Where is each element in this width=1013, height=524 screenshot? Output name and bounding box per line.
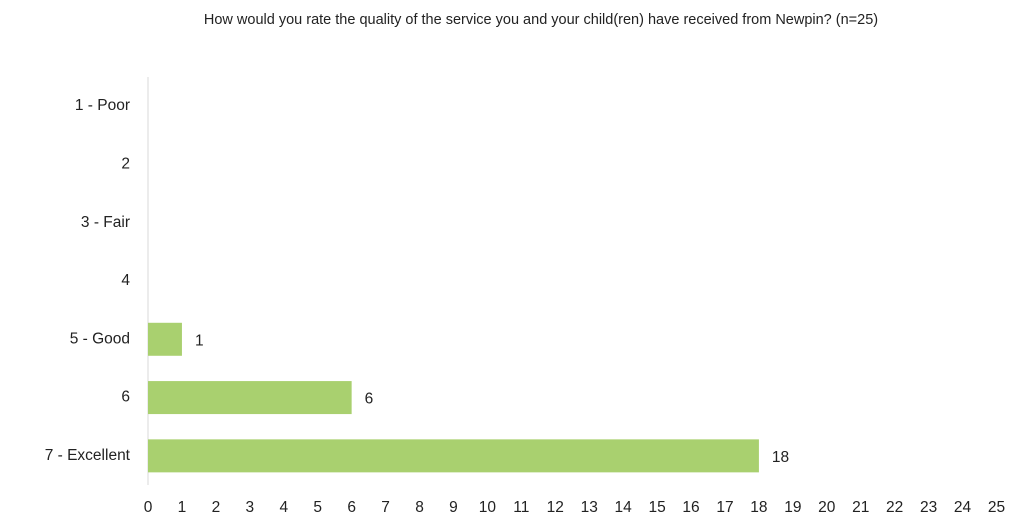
x-tick-label: 13 <box>581 499 598 516</box>
x-tick-label: 1 <box>178 499 187 516</box>
y-tick-label: 7 - Excellent <box>45 447 131 464</box>
x-tick-label: 14 <box>615 499 633 516</box>
data-label: 1 <box>195 332 204 349</box>
y-tick-label: 2 <box>121 156 130 173</box>
data-label: 6 <box>365 391 374 408</box>
bar <box>148 439 759 473</box>
x-tick-label: 5 <box>313 499 322 516</box>
x-tick-label: 12 <box>547 499 564 516</box>
y-tick-label: 5 - Good <box>70 330 130 347</box>
x-tick-label: 18 <box>750 499 767 516</box>
x-tick-label: 8 <box>415 499 424 516</box>
x-tick-label: 16 <box>682 499 699 516</box>
x-tick-label: 3 <box>246 499 255 516</box>
x-tick-label: 9 <box>449 499 458 516</box>
x-tick-label: 24 <box>954 499 972 516</box>
x-tick-label: 15 <box>648 499 665 516</box>
x-tick-label: 19 <box>784 499 801 516</box>
x-tick-label: 17 <box>716 499 733 516</box>
x-tick-label: 20 <box>818 499 836 516</box>
data-label: 18 <box>772 449 789 466</box>
bar <box>148 322 182 356</box>
x-tick-label: 11 <box>513 499 529 516</box>
y-tick-label: 3 - Fair <box>81 214 130 231</box>
x-tick-label: 7 <box>381 499 390 516</box>
bar <box>148 381 352 415</box>
x-tick-label: 6 <box>347 499 356 516</box>
x-tick-label: 2 <box>212 499 221 516</box>
y-tick-label: 4 <box>121 272 130 289</box>
x-tick-label: 22 <box>886 499 903 516</box>
x-tick-label: 10 <box>479 499 497 516</box>
x-tick-label: 23 <box>920 499 937 516</box>
y-tick-label: 6 <box>121 389 130 406</box>
x-tick-label: 21 <box>852 499 869 516</box>
x-tick-label: 4 <box>279 499 288 516</box>
chart-title: How would you rate the quality of the se… <box>203 12 879 28</box>
y-tick-label: 1 - Poor <box>75 97 130 114</box>
x-tick-label: 0 <box>144 499 153 516</box>
x-tick-label: 25 <box>988 499 1005 516</box>
